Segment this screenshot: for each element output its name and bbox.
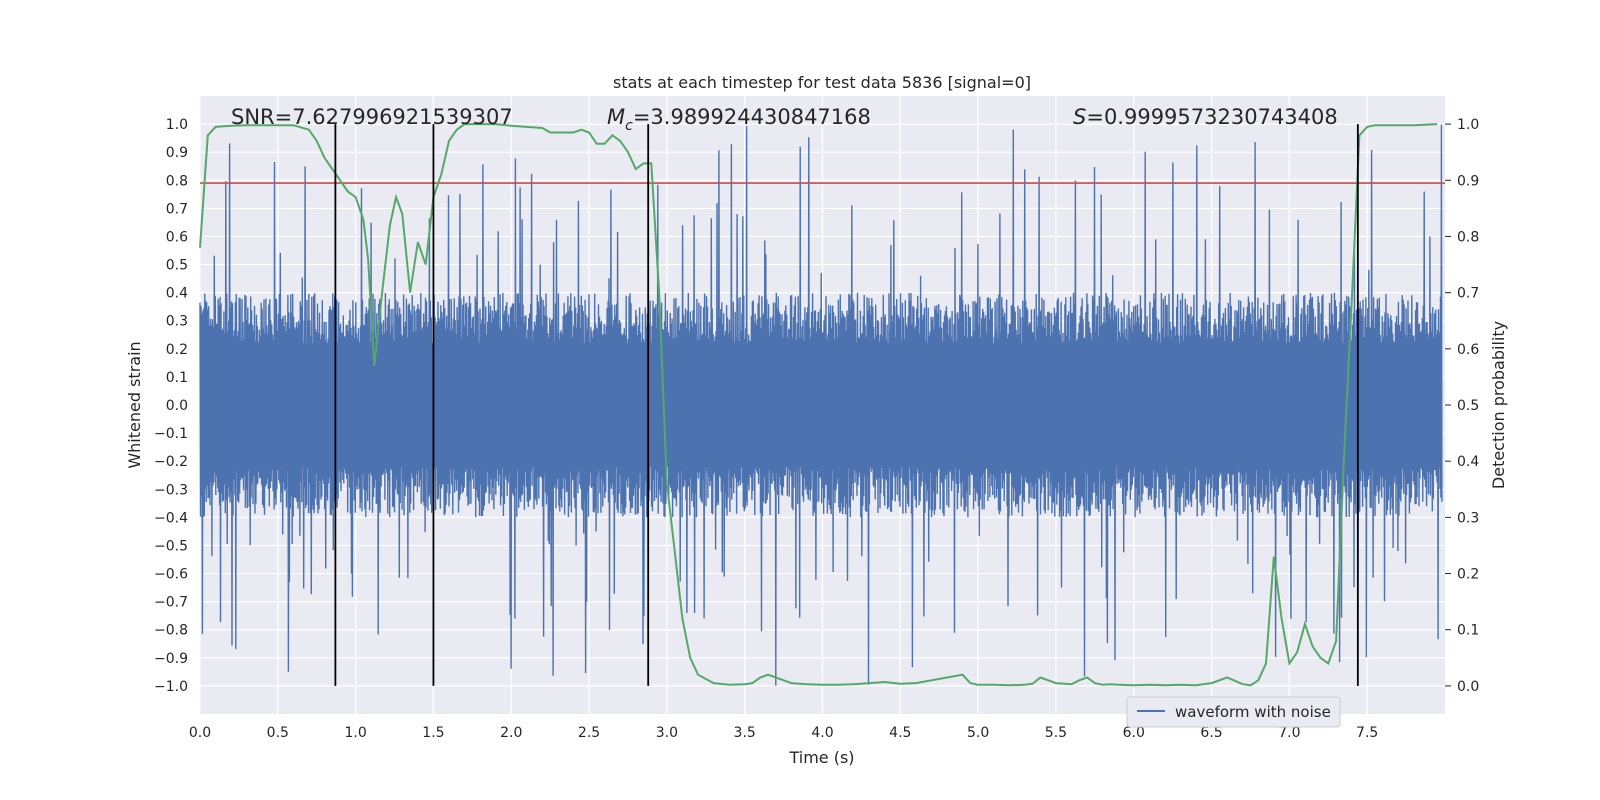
probability-series bbox=[199, 123, 1438, 687]
s-annotation: S=0.9999573230743408 bbox=[1073, 105, 1338, 129]
y-tick-label-17: −0.7 bbox=[154, 595, 188, 611]
y2-tick-label-6: 0.4 bbox=[1457, 454, 1479, 470]
y-tick-label-8: 0.2 bbox=[166, 342, 188, 358]
mc-subscript: c bbox=[625, 118, 633, 134]
x-tick-label-10: 5.0 bbox=[967, 725, 989, 741]
legend-box bbox=[1126, 696, 1341, 728]
y-axis-label: Whitened strain bbox=[125, 341, 144, 468]
vertical-lines bbox=[334, 124, 1359, 686]
y2-tick-label-5: 0.5 bbox=[1457, 398, 1479, 414]
x-tick-label-1: 0.5 bbox=[267, 725, 289, 741]
right-axis-ticks: 1.0 0.9 0.8 0.7 0.6 0.5 0.4 0.3 0.2 0.1 0.0 bbox=[1445, 117, 1479, 695]
y2-tick-label-1: 0.9 bbox=[1457, 173, 1479, 189]
y-tick-label-2: 0.8 bbox=[166, 173, 188, 189]
chart-title: stats at each timestep for test data 583… bbox=[613, 73, 1031, 92]
x-tick-label-8: 4.0 bbox=[811, 725, 833, 741]
probability-line bbox=[199, 123, 1438, 687]
y-tick-label-4: 0.6 bbox=[166, 229, 188, 245]
x-axis-ticks: 0.0 0.5 1.0 1.5 2.0 2.5 3.0 3.5 4.0 4.5 5.0 5.5 6.0 6… bbox=[189, 725, 1378, 741]
y-tick-label-20: −1.0 bbox=[154, 679, 188, 695]
y2-tick-label-10: 0.0 bbox=[1457, 679, 1479, 695]
x-tick-label-5: 2.5 bbox=[578, 725, 600, 741]
y2-tick-label-2: 0.8 bbox=[1457, 229, 1479, 245]
x-tick-label-2: 1.0 bbox=[344, 725, 366, 741]
x-tick-label-9: 4.5 bbox=[889, 725, 911, 741]
x-tick-label-14: 7.0 bbox=[1278, 725, 1300, 741]
x-axis-label: Time (s) bbox=[788, 748, 854, 767]
x-tick-label-13: 6.5 bbox=[1200, 725, 1222, 741]
y-tick-label-16: −0.6 bbox=[154, 567, 188, 583]
legend-label: waveform with noise bbox=[1175, 703, 1331, 721]
mc-symbol: M bbox=[607, 105, 625, 129]
legend: waveform with noise bbox=[1126, 696, 1341, 728]
y-tick-label-1: 0.9 bbox=[166, 145, 188, 161]
y2-tick-label-0: 1.0 bbox=[1457, 117, 1479, 133]
x-tick-label-6: 3.0 bbox=[656, 725, 678, 741]
y2-tick-label-3: 0.7 bbox=[1457, 286, 1479, 302]
y-tick-label-12: −0.2 bbox=[154, 454, 188, 470]
y-tick-label-10: 0.0 bbox=[166, 398, 188, 414]
mc-annotation: Mc=3.989924430847168 bbox=[607, 105, 871, 134]
y-tick-label-11: −0.1 bbox=[154, 426, 188, 442]
waveform-line bbox=[199, 124, 1443, 686]
x-tick-label-12: 6.0 bbox=[1123, 725, 1145, 741]
y-tick-label-15: −0.5 bbox=[154, 538, 188, 554]
y2-tick-label-8: 0.2 bbox=[1457, 567, 1479, 583]
waveform-series bbox=[199, 124, 1443, 686]
x-tick-label-0: 0.0 bbox=[189, 725, 211, 741]
y2-axis-label: Detection probability bbox=[1489, 321, 1508, 489]
y-tick-label-6: 0.4 bbox=[166, 286, 188, 302]
y-tick-label-7: 0.3 bbox=[166, 314, 188, 330]
y-tick-label-13: −0.3 bbox=[154, 482, 188, 498]
x-tick-label-7: 3.5 bbox=[734, 725, 756, 741]
snr-annotation: SNR=7.627996921539307 bbox=[231, 105, 513, 129]
y-tick-label-18: −0.8 bbox=[154, 623, 188, 639]
x-tick-label-3: 1.5 bbox=[422, 725, 444, 741]
s-symbol: S bbox=[1073, 105, 1086, 129]
y-tick-label-14: −0.4 bbox=[154, 510, 188, 526]
s-value: =0.9999573230743408 bbox=[1086, 105, 1337, 129]
x-tick-label-4: 2.0 bbox=[500, 725, 522, 741]
x-tick-label-11: 5.5 bbox=[1045, 725, 1067, 741]
y2-tick-label-7: 0.3 bbox=[1457, 510, 1479, 526]
y-tick-label-19: −0.9 bbox=[154, 651, 188, 667]
x-tick-label-15: 7.5 bbox=[1356, 725, 1378, 741]
y2-tick-label-4: 0.6 bbox=[1457, 342, 1479, 358]
y-tick-label-3: 0.7 bbox=[166, 201, 188, 217]
mc-value: =3.989924430847168 bbox=[633, 105, 871, 129]
y-tick-label-0: 1.0 bbox=[166, 117, 188, 133]
y-tick-label-5: 0.5 bbox=[166, 258, 188, 274]
y-tick-label-9: 0.1 bbox=[166, 370, 188, 386]
y2-tick-label-9: 0.1 bbox=[1457, 623, 1479, 639]
left-axis-ticks: 1.0 0.9 0.8 0.7 0.6 0.5 0.4 0.3 0.2 0.1 0.0 −0.1 −0.… bbox=[154, 117, 188, 695]
